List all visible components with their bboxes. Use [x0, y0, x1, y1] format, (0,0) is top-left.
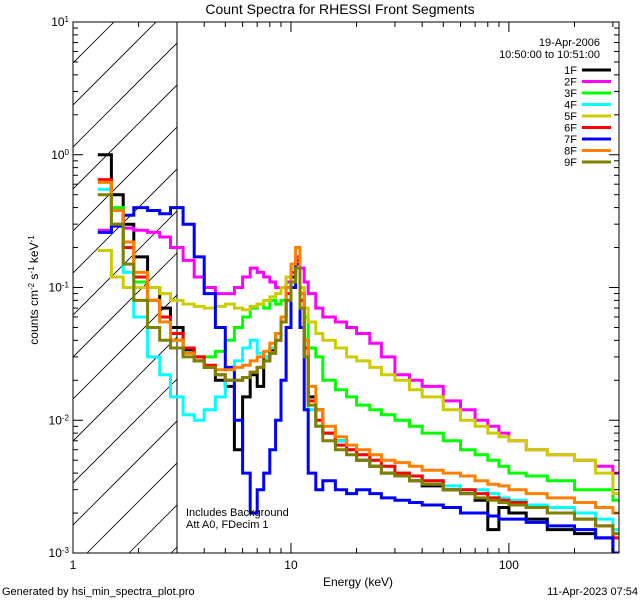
- axes: 1 10 100 10-3 10-2 10-1 100 101: [49, 15, 619, 572]
- legend-label-4f: 4F: [564, 100, 577, 112]
- legend-label-1f: 1F: [564, 65, 577, 77]
- annotation-attenuator: Att A0, FDecim 1: [186, 519, 269, 531]
- series-line-4f: [97, 187, 619, 532]
- legend-label-6f: 6F: [564, 123, 577, 135]
- series-line-6f: [97, 178, 619, 540]
- annotation-background: Includes Background: [186, 507, 289, 519]
- legend-label-7f: 7F: [564, 134, 577, 146]
- x-tick-label: 100: [499, 558, 519, 572]
- footer-left: Generated by hsi_min_spectra_plot.pro: [2, 586, 195, 598]
- chart-title: Count Spectra for RHESSI Front Segments: [205, 1, 474, 17]
- x-axis-label: Energy (keV): [323, 575, 393, 589]
- y-axis-label: counts cm-2 s-1 keV-1: [27, 235, 42, 345]
- legend-label-5f: 5F: [564, 111, 577, 123]
- date-label: 19-Apr-2006: [539, 37, 600, 49]
- footer-right: 11-Apr-2023 07:54: [547, 586, 638, 598]
- y-tick-label: 10-3: [49, 546, 70, 561]
- hatched-region: [73, 22, 178, 553]
- y-tick-label: 10-2: [49, 413, 70, 428]
- legend-label-9f: 9F: [564, 157, 577, 169]
- time-range-label: 10:50:00 to 10:51:00: [499, 49, 600, 61]
- y-tick-label: 10-1: [49, 280, 70, 295]
- legend-label-2f: 2F: [564, 77, 577, 89]
- x-tick-label: 1: [70, 558, 77, 572]
- y-tick-label: 101: [51, 15, 69, 30]
- series-layer: [97, 153, 619, 553]
- legend-label-3f: 3F: [564, 88, 577, 100]
- x-tick-label: 10: [284, 558, 298, 572]
- series-line-9f: [97, 193, 619, 536]
- y-tick-label: 100: [51, 147, 69, 162]
- series-line-5f: [97, 249, 619, 496]
- legend-label-8f: 8F: [564, 146, 577, 158]
